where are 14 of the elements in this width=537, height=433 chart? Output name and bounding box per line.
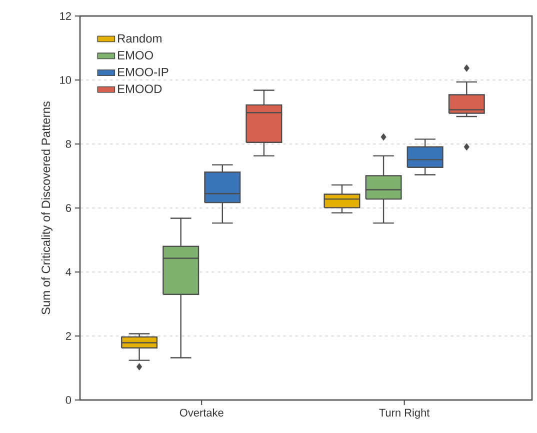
legend-label: EMOO	[118, 51, 153, 60]
y-tick-label: 0	[66, 396, 72, 404]
y-tick-label: 10	[60, 76, 72, 84]
y-tick-label: 8	[66, 140, 71, 148]
y-tick-label: 12	[60, 12, 71, 20]
y-tick-label: 2	[66, 332, 71, 340]
legend-label: EMOOD	[118, 84, 162, 94]
y-axis-title: Sum of Criticality of Discovered Patterns	[41, 101, 52, 314]
legend-label: EMOO-IP	[118, 68, 168, 76]
x-tick-label: Turn Right	[379, 408, 430, 419]
y-tick-label: 6	[66, 204, 71, 212]
legend-label: Random	[118, 34, 162, 43]
x-tick-label: Overtake	[180, 408, 224, 417]
y-tick-label: 4	[66, 268, 72, 276]
